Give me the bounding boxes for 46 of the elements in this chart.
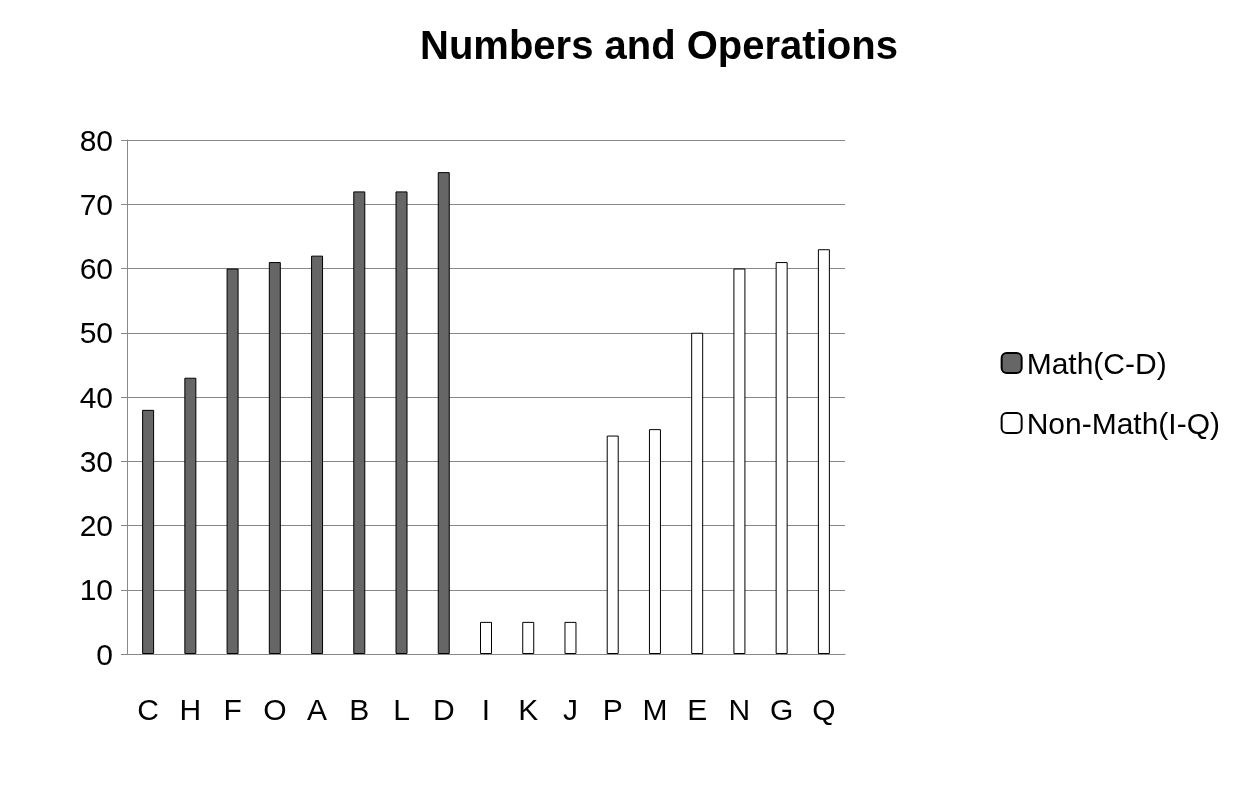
x-tick-label: H xyxy=(179,692,202,726)
x-tick-label: L xyxy=(393,692,410,726)
bar xyxy=(606,435,619,654)
y-tick-label: 50 xyxy=(79,316,113,350)
bar xyxy=(648,429,661,654)
bar xyxy=(564,621,577,654)
x-tick-label: C xyxy=(137,692,159,726)
bar xyxy=(480,621,492,654)
x-tick-label: A xyxy=(307,692,328,726)
bar xyxy=(733,268,746,654)
bar xyxy=(268,262,281,654)
y-tick-label: 40 xyxy=(79,380,113,414)
legend-label: Math(C-D) xyxy=(1026,346,1167,380)
bar xyxy=(775,262,788,654)
x-tick-label: J xyxy=(562,692,578,726)
x-tick-label: D xyxy=(432,692,455,726)
bar xyxy=(311,255,324,654)
bar xyxy=(817,249,830,654)
bar xyxy=(395,191,408,654)
y-tick-label: 60 xyxy=(79,252,113,285)
x-tick-label: G xyxy=(769,692,794,726)
x-tick-label: F xyxy=(223,692,242,726)
x-tick-label: B xyxy=(349,692,370,726)
x-tick-label: P xyxy=(602,692,623,726)
x-tick-label: O xyxy=(263,692,287,726)
bar xyxy=(184,377,197,654)
x-tick-label: E xyxy=(687,692,708,726)
y-tick-label: 70 xyxy=(79,187,113,221)
y-tick-label: 20 xyxy=(79,509,113,542)
x-tick-label: Q xyxy=(812,692,836,726)
y-tick-label: 0 xyxy=(96,637,113,671)
bar xyxy=(522,621,535,654)
x-tick-label: N xyxy=(728,692,751,726)
x-tick-label: K xyxy=(518,692,539,726)
bar xyxy=(353,191,366,654)
x-tick-label: M xyxy=(642,692,668,726)
x-tick-label: I xyxy=(481,692,491,726)
bar xyxy=(142,409,155,654)
bar xyxy=(226,268,239,654)
y-tick-label: 30 xyxy=(79,444,113,478)
chart-title: Numbers and Operations xyxy=(420,23,898,67)
legend-label: Non-Math(I-Q) xyxy=(1026,406,1220,440)
bar xyxy=(691,332,704,654)
y-tick-label: 80 xyxy=(79,123,113,157)
bar xyxy=(437,172,450,654)
y-tick-label: 10 xyxy=(79,573,113,607)
